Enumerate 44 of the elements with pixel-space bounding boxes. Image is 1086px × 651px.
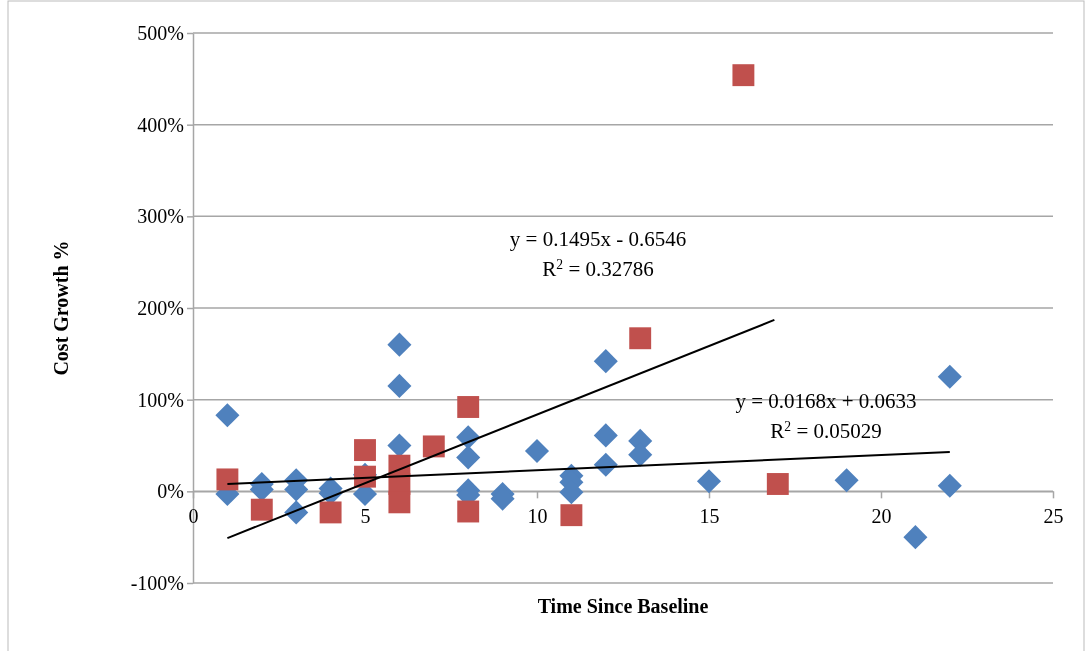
point — [834, 468, 859, 493]
y-tick-label: 100% — [137, 388, 184, 411]
point — [593, 423, 618, 448]
point — [937, 364, 962, 389]
point — [387, 373, 412, 398]
point — [937, 473, 962, 498]
point — [319, 501, 342, 524]
point — [696, 469, 722, 494]
point — [560, 504, 583, 527]
y-tick-label: 200% — [137, 296, 184, 319]
y-tick-label: 0% — [157, 480, 184, 503]
x-tick-label: 5 — [360, 505, 371, 528]
point — [457, 500, 480, 523]
point — [457, 396, 480, 418]
point — [732, 64, 755, 87]
x-tick-label: 0 — [188, 505, 199, 528]
point — [387, 433, 412, 458]
point — [629, 327, 652, 350]
point — [593, 349, 618, 374]
point — [766, 473, 789, 495]
point — [250, 498, 273, 521]
y-tick-label: 500% — [137, 21, 184, 44]
point — [216, 468, 239, 491]
x-tick-label: 15 — [699, 505, 720, 528]
y-tick-label: -100% — [130, 571, 184, 594]
point — [903, 525, 928, 550]
y-axis-title: Cost Growth % — [50, 240, 72, 376]
y-tick-label: 400% — [137, 113, 184, 136]
point — [354, 439, 376, 462]
y-tick-label: 300% — [137, 205, 184, 228]
x-tick-label: 25 — [1043, 505, 1064, 528]
point — [215, 403, 240, 428]
point — [422, 435, 445, 458]
x-tick-label: 10 — [527, 505, 548, 528]
point — [388, 491, 411, 514]
annotation: y = 0.1495x - 0.6546 — [509, 227, 687, 251]
annotation: R$^{2}$ = 0.05029 — [770, 418, 882, 443]
x-tick-label: 20 — [871, 505, 892, 528]
x-axis-title: Time Since Baseline — [537, 595, 709, 617]
point — [456, 445, 481, 470]
annotation: R$^{2}$ = 0.32786 — [542, 256, 654, 281]
point — [387, 332, 412, 357]
point — [524, 438, 550, 464]
annotation: y = 0.0168x + 0.0633 — [735, 389, 917, 413]
